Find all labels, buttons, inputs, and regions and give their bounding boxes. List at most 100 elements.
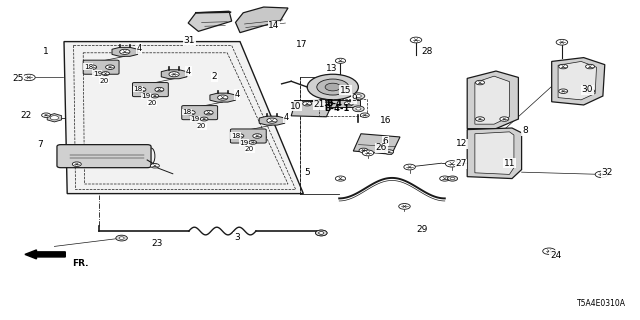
Text: 29: 29 (417, 225, 428, 234)
Polygon shape (112, 47, 138, 56)
Text: 4: 4 (136, 44, 141, 53)
Text: 5: 5 (305, 168, 310, 177)
Circle shape (106, 65, 115, 69)
Text: 2: 2 (212, 72, 217, 81)
Circle shape (352, 93, 365, 99)
Text: 20: 20 (197, 123, 206, 129)
Circle shape (102, 72, 109, 76)
Circle shape (303, 101, 312, 106)
Text: 26: 26 (376, 143, 387, 152)
Text: 21: 21 (313, 100, 324, 109)
Circle shape (559, 89, 568, 93)
Text: 8: 8 (522, 126, 527, 135)
FancyBboxPatch shape (57, 145, 151, 168)
Circle shape (335, 176, 346, 181)
Circle shape (325, 83, 340, 91)
Polygon shape (353, 134, 400, 154)
Circle shape (559, 64, 568, 69)
Circle shape (253, 134, 262, 138)
Text: 7: 7 (37, 140, 42, 149)
Circle shape (120, 49, 130, 54)
Circle shape (150, 164, 159, 168)
Circle shape (316, 230, 327, 236)
Circle shape (93, 72, 100, 76)
Text: 20: 20 (148, 100, 157, 106)
Circle shape (450, 177, 455, 180)
FancyBboxPatch shape (83, 60, 119, 74)
Text: 18: 18 (84, 64, 93, 69)
Circle shape (88, 65, 97, 69)
Text: 6: 6 (383, 137, 388, 146)
Text: 30: 30 (582, 85, 593, 94)
Text: 4: 4 (284, 113, 289, 122)
Text: 1: 1 (44, 47, 49, 56)
Circle shape (22, 74, 35, 81)
Circle shape (586, 64, 595, 69)
Circle shape (586, 89, 595, 93)
Circle shape (249, 140, 257, 144)
Polygon shape (475, 76, 509, 124)
Polygon shape (47, 114, 61, 122)
Circle shape (142, 94, 150, 98)
Text: 27: 27 (455, 159, 467, 168)
Circle shape (116, 235, 127, 241)
Circle shape (410, 37, 422, 43)
Text: 4: 4 (186, 67, 191, 76)
Text: 24: 24 (550, 251, 561, 260)
Text: 3: 3 (234, 233, 239, 242)
Circle shape (267, 118, 277, 123)
Circle shape (476, 80, 484, 85)
Text: 20: 20 (245, 146, 254, 152)
FancyBboxPatch shape (182, 106, 218, 120)
Text: 16: 16 (380, 116, 391, 125)
Text: 31: 31 (184, 36, 195, 45)
Circle shape (119, 237, 124, 239)
Polygon shape (236, 7, 288, 33)
Circle shape (317, 79, 349, 95)
Circle shape (204, 110, 213, 115)
Text: 10: 10 (290, 102, 301, 111)
Text: 19: 19 (191, 116, 200, 122)
Polygon shape (552, 58, 605, 105)
Circle shape (543, 248, 556, 254)
Text: 9: 9 (351, 94, 356, 103)
FancyArrow shape (25, 250, 65, 259)
Circle shape (42, 113, 51, 117)
FancyBboxPatch shape (132, 83, 168, 97)
Circle shape (476, 117, 484, 121)
Circle shape (307, 74, 358, 100)
Text: 20: 20 (99, 78, 108, 84)
Text: B-4-1: B-4-1 (324, 104, 350, 113)
Text: 22: 22 (20, 111, 31, 120)
Circle shape (72, 162, 81, 166)
Circle shape (356, 108, 361, 110)
Circle shape (51, 116, 59, 120)
Text: 19: 19 (93, 71, 102, 76)
Circle shape (356, 94, 362, 97)
Polygon shape (467, 128, 522, 179)
Text: 32: 32 (601, 168, 612, 177)
Circle shape (218, 95, 228, 100)
Circle shape (440, 176, 450, 181)
Circle shape (500, 117, 509, 121)
Circle shape (447, 176, 458, 181)
Circle shape (362, 150, 374, 156)
Circle shape (240, 140, 248, 144)
Text: FR.: FR. (72, 259, 88, 268)
Text: 15: 15 (340, 86, 351, 95)
Polygon shape (558, 61, 596, 100)
Circle shape (155, 87, 164, 92)
Circle shape (319, 232, 324, 234)
Circle shape (360, 113, 369, 117)
Circle shape (399, 204, 410, 209)
Text: 19: 19 (141, 93, 150, 99)
Polygon shape (64, 42, 303, 194)
Circle shape (404, 164, 415, 170)
Text: 14: 14 (268, 21, 280, 30)
Circle shape (385, 150, 394, 154)
FancyBboxPatch shape (230, 129, 266, 143)
Text: 4: 4 (234, 90, 239, 99)
Circle shape (556, 39, 568, 45)
Text: T5A4E0310A: T5A4E0310A (577, 299, 626, 308)
Text: 18: 18 (133, 86, 142, 92)
